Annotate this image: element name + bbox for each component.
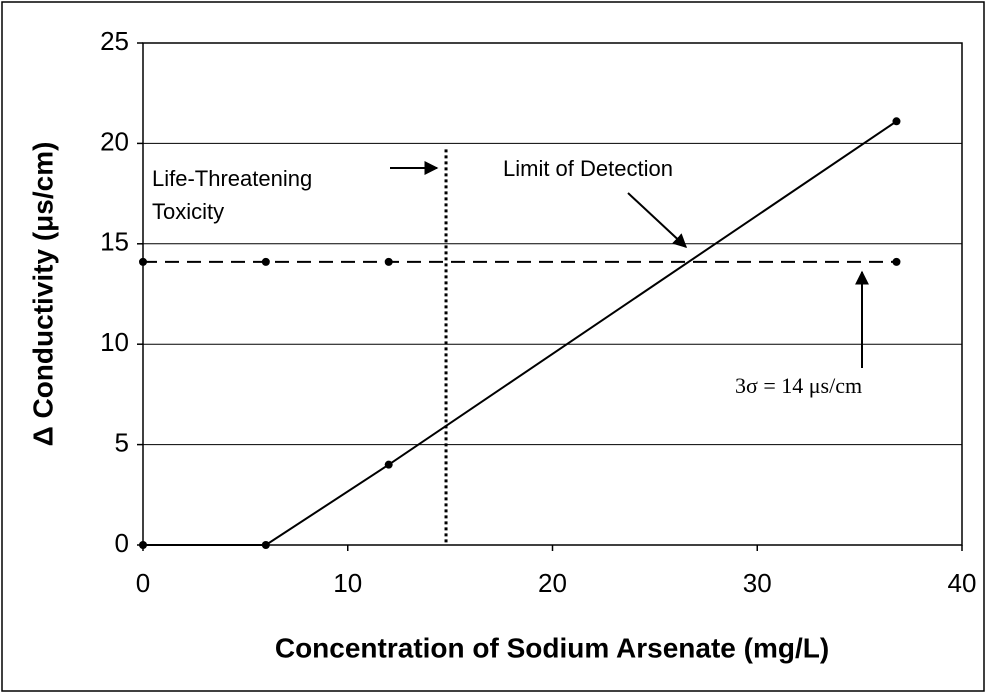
series-line xyxy=(143,120,898,546)
x-tick-label: 40 xyxy=(948,568,977,598)
x-tick-label: 30 xyxy=(743,568,772,598)
data-point xyxy=(261,257,270,266)
y-tick-label: 0 xyxy=(115,528,129,558)
data-point xyxy=(384,460,393,469)
x-tick-label: 10 xyxy=(333,568,362,598)
y-tick-label: 15 xyxy=(100,227,129,257)
x-axis-title: Concentration of Sodium Arsenate (mg/L) xyxy=(275,632,829,663)
y-tick-label: 5 xyxy=(115,427,129,457)
annotation: Limit of Detection xyxy=(503,156,673,181)
annotation: Life-Threatening xyxy=(152,166,312,191)
data-point xyxy=(139,257,147,266)
x-tick-label: 20 xyxy=(538,568,567,598)
data-point xyxy=(892,257,901,266)
y-tick-label: 25 xyxy=(100,26,129,56)
annotation-bg xyxy=(728,370,928,406)
data-point xyxy=(139,541,147,549)
arrow xyxy=(627,192,688,248)
annotation-bg xyxy=(497,152,737,188)
x-tick-label: 0 xyxy=(136,568,150,598)
annotation: 3σ = 14 μs/cm xyxy=(735,373,862,398)
annotation-bg xyxy=(146,160,376,228)
data-point xyxy=(261,541,270,549)
data-point xyxy=(384,257,393,266)
y-tick-label: 20 xyxy=(100,126,129,156)
y-axis-title: Δ Conductivity (μs/cm) xyxy=(27,142,58,447)
data-point xyxy=(892,117,901,126)
y-tick-label: 10 xyxy=(100,327,129,357)
annotation: Toxicity xyxy=(152,199,224,224)
